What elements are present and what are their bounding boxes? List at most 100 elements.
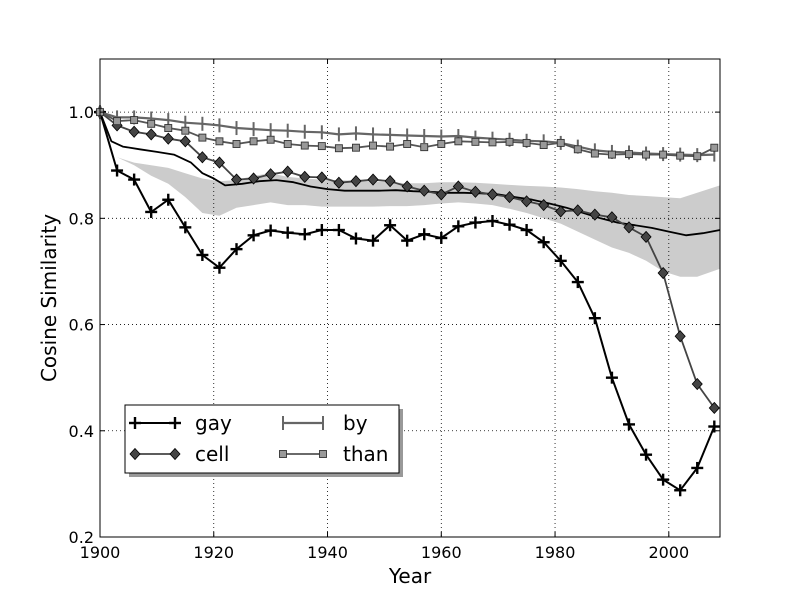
legend-marker	[129, 447, 141, 461]
y-axis-label: Cosine Similarity	[37, 214, 61, 382]
data-point-cell	[623, 221, 635, 234]
data-point-cell	[504, 190, 516, 204]
series-than	[96, 108, 719, 161]
data-point-than	[181, 126, 190, 135]
legend-label: cell	[195, 442, 229, 466]
x-tick-label: 1940	[307, 543, 348, 562]
data-point-gay	[111, 164, 124, 177]
legend-entry-cell: cell	[129, 442, 229, 466]
data-point-than	[130, 116, 139, 125]
y-tick-label: 0.8	[69, 209, 94, 228]
data-point-than	[710, 143, 719, 152]
data-point-cell	[145, 128, 157, 141]
data-point-cell	[213, 156, 225, 169]
data-point-than	[249, 137, 258, 146]
x-axis-label: Year	[388, 564, 432, 588]
data-point-than	[642, 150, 651, 159]
data-point-than	[607, 150, 616, 159]
data-point-gay	[298, 228, 311, 241]
data-point-gay	[469, 216, 482, 229]
tick-layer: 1900 1920 1940 1960 1980 2000 0.2 0.4 0.6 0.8 1.0	[69, 59, 720, 562]
data-point-gay	[264, 224, 277, 237]
data-point-gay	[281, 226, 294, 239]
data-point-than	[317, 142, 326, 151]
data-point-gay	[384, 219, 397, 232]
data-point-than	[693, 152, 702, 161]
data-point-cell	[265, 168, 277, 181]
data-point-than	[164, 124, 173, 132]
data-point-than	[471, 137, 480, 146]
data-point-than	[232, 140, 241, 148]
legend-marker	[319, 450, 327, 458]
data-point-than	[437, 140, 446, 148]
data-point-than	[505, 137, 514, 146]
data-point-cell	[538, 198, 550, 212]
data-point-gay	[640, 448, 653, 461]
data-point-than	[266, 135, 275, 144]
data-point-cell	[572, 204, 584, 217]
data-point-gay	[691, 461, 704, 474]
data-point-gay	[230, 243, 243, 256]
data-point-than	[369, 141, 377, 150]
y-tick-label: 1.0	[69, 103, 94, 122]
data-point-cell	[469, 185, 481, 198]
data-point-gay	[605, 371, 618, 384]
data-point-gay	[315, 224, 328, 237]
data-point-than	[198, 133, 207, 142]
data-point-gay	[520, 224, 533, 237]
data-point-gay	[162, 193, 175, 206]
legend-box	[124, 404, 400, 474]
data-point-cell	[452, 180, 464, 193]
data-point-than	[659, 150, 668, 159]
confidence-band-layer	[100, 112, 720, 277]
series-gay	[94, 106, 721, 497]
data-point-cell	[367, 173, 379, 186]
data-point-cell	[248, 172, 260, 185]
data-point-cell	[708, 401, 720, 415]
x-tick-label: 2000	[648, 543, 689, 562]
data-point-than	[113, 117, 122, 126]
legend-entry-than: than	[279, 442, 388, 466]
data-point-gay	[401, 234, 414, 247]
data-point-than	[147, 119, 156, 128]
data-point-gay	[418, 228, 431, 241]
data-point-cell	[316, 171, 328, 184]
data-point-cell	[555, 205, 567, 218]
data-point-than	[556, 138, 565, 147]
legend-label: than	[343, 442, 388, 466]
data-point-cell	[435, 188, 447, 201]
data-point-gay	[657, 473, 670, 486]
data-point-gay	[213, 261, 226, 274]
data-point-gay	[349, 232, 362, 245]
data-point-gay	[247, 229, 260, 242]
data-point-cell	[691, 377, 703, 391]
data-point-gay	[367, 234, 380, 247]
data-point-cell	[640, 230, 652, 244]
legend-label: by	[343, 411, 368, 435]
legend-marker	[279, 450, 287, 458]
data-point-gay	[622, 418, 635, 431]
data-point-gay	[179, 221, 192, 234]
legend-marker	[129, 417, 141, 429]
data-point-than	[454, 137, 463, 146]
x-tick-label: 1960	[421, 543, 462, 562]
data-point-cell	[384, 175, 396, 188]
x-tick-label: 1980	[535, 543, 576, 562]
data-point-cell	[401, 180, 413, 193]
data-point-cell	[350, 175, 362, 188]
data-point-than	[334, 144, 343, 153]
data-point-cell	[521, 195, 533, 208]
confidence-band	[100, 112, 720, 277]
legend-entry-gay: gay	[129, 411, 232, 435]
data-point-than	[625, 150, 633, 159]
series-cell	[94, 106, 720, 415]
data-point-than	[420, 143, 429, 152]
data-point-cell	[589, 208, 601, 221]
data-point-than	[386, 142, 395, 151]
data-point-cell	[196, 151, 208, 164]
data-point-than	[522, 138, 531, 147]
data-point-gay	[435, 231, 448, 244]
data-point-than	[539, 141, 548, 149]
data-point-cell	[128, 125, 140, 138]
